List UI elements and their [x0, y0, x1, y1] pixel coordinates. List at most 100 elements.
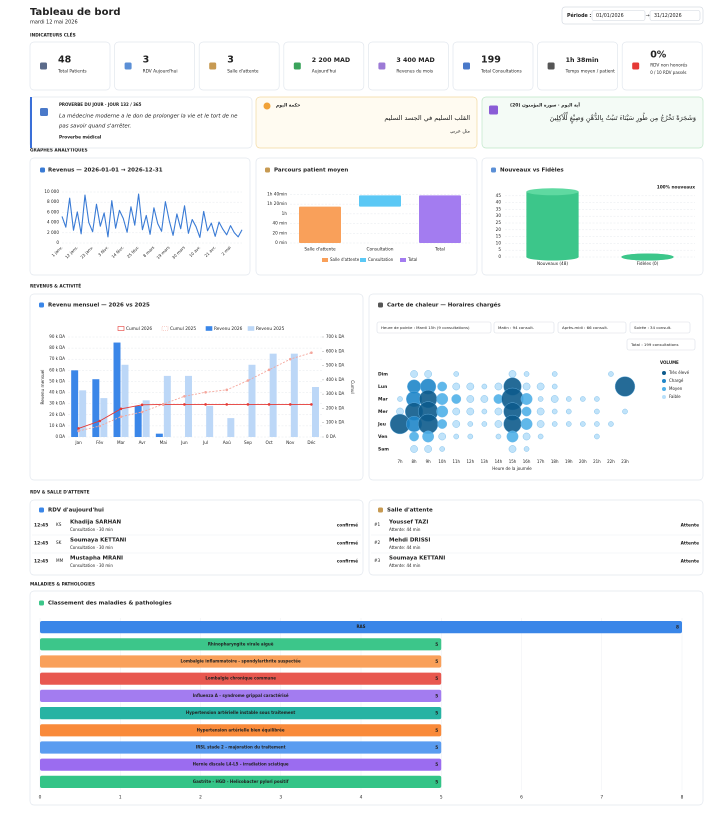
x-tick-label: 23h	[621, 459, 629, 464]
card-title: Revenu mensuel — 2026 vs 2025	[48, 303, 150, 309]
legend-swatch	[205, 326, 213, 331]
quote-text: وَشَجَرَةً تَخْرُجُ مِن طُورِ سَيْنَاءَ …	[550, 112, 696, 124]
bubble	[608, 371, 614, 377]
y-tick-label: Dim	[378, 372, 388, 378]
bubble	[495, 433, 502, 440]
legend-swatch	[247, 326, 255, 331]
bubble	[566, 421, 572, 427]
legend-swatch	[161, 326, 169, 331]
bubble	[481, 408, 488, 415]
line-series	[78, 403, 312, 429]
bubble	[537, 396, 544, 402]
bubble	[467, 421, 474, 427]
bar	[40, 741, 442, 754]
icon	[378, 507, 383, 513]
rdv-time: 12:45	[34, 541, 48, 547]
bubble	[566, 396, 572, 402]
bubble	[594, 408, 600, 415]
legend-label: Revenu 2025	[256, 326, 285, 332]
section-title: RDV & SALLE D'ATTENTE	[30, 490, 90, 496]
waiting-name: Youssef TAZI	[388, 520, 428, 526]
bar	[311, 387, 319, 437]
bar	[359, 195, 401, 207]
icon	[39, 507, 44, 513]
bubble	[481, 421, 488, 427]
legend-label: Chargé	[669, 378, 684, 383]
x-tick-label: 11h	[452, 459, 460, 464]
x-tick-label: 0	[39, 795, 42, 801]
bubble	[451, 394, 462, 404]
card-title: RDV d'aujourd'hui	[48, 508, 104, 514]
card	[283, 41, 365, 91]
legend-swatch	[117, 326, 125, 331]
bubble	[494, 407, 503, 416]
x-tick-label: 19h	[565, 459, 573, 464]
x-tick-label: Consultation	[366, 247, 393, 253]
card	[368, 499, 704, 576]
line-point	[267, 403, 271, 406]
rdv-time: 12:45	[34, 559, 48, 565]
legend-label: Moyen	[669, 386, 683, 391]
bubble	[437, 381, 448, 392]
bubble	[466, 407, 475, 416]
legend-swatch	[360, 258, 366, 262]
card	[255, 96, 478, 149]
card-title: Carte de chaleur — Horaires chargés	[387, 302, 501, 309]
x-tick-label: 22h	[607, 459, 615, 464]
card	[452, 41, 534, 91]
x-tick-label: Fév	[96, 440, 104, 445]
x-tick-label: Nouveaux (48)	[537, 261, 568, 266]
x-tick-label: Jul	[202, 440, 208, 445]
page-title: Tableau de bord	[30, 7, 121, 18]
x-tick-label: 10h	[438, 459, 446, 464]
line-point	[119, 415, 123, 419]
icon	[547, 62, 555, 70]
icon	[378, 62, 386, 70]
kpi-label: Salle d'attente	[227, 69, 259, 75]
bar	[121, 364, 129, 437]
kpi-value: 3 400 MAD	[396, 57, 434, 64]
x-tick-label: Mai	[160, 440, 167, 445]
bubble	[422, 430, 435, 443]
x-tick-label: 7h	[397, 459, 403, 464]
x-tick-label: 8	[681, 795, 684, 801]
legend-swatch	[662, 371, 666, 375]
bubble	[508, 445, 517, 453]
y-tick-label: 90 k DA	[49, 334, 65, 339]
bar	[526, 191, 579, 257]
legend-label: Très élevé	[668, 370, 690, 375]
bubble	[452, 382, 461, 391]
date-input[interactable]	[591, 10, 646, 21]
y-tick-label: 40 min	[272, 221, 287, 226]
card	[481, 96, 704, 149]
line-point	[98, 424, 102, 428]
bar	[79, 390, 87, 437]
kpi-label: Aujourd'hui	[312, 69, 336, 75]
section-title: REVENUS & ACTIVITÉ	[30, 282, 81, 290]
y-tick-label: 10 k DA	[49, 423, 65, 428]
y2-tick-label: 600 k DA	[326, 348, 345, 353]
waiting-detail: Attente: 44 min	[389, 527, 421, 532]
y-tick-label: 5	[498, 247, 501, 252]
legend-swatch	[662, 395, 666, 399]
x-tick-label: 21h	[593, 459, 601, 464]
bar	[290, 353, 298, 437]
y-tick-label: 40	[496, 200, 502, 205]
icon	[489, 105, 498, 115]
line-point	[183, 394, 186, 398]
waiting-status: Attente	[681, 523, 699, 529]
quote-source: Proverbe médical	[59, 134, 102, 141]
bar	[40, 638, 442, 651]
line-point	[225, 403, 229, 406]
page-date: mardi 12 mai 2026	[30, 20, 78, 26]
legend-label: Cumul 2025	[170, 326, 196, 332]
bar	[40, 707, 442, 720]
x-axis-title: Heure de la journée	[492, 466, 532, 471]
date-input[interactable]	[649, 10, 701, 21]
bubble	[566, 408, 572, 415]
bar	[184, 375, 192, 437]
legend-label: Revenu 2026	[214, 326, 243, 332]
kpi-value: 48	[58, 55, 72, 66]
bubble	[520, 418, 533, 430]
